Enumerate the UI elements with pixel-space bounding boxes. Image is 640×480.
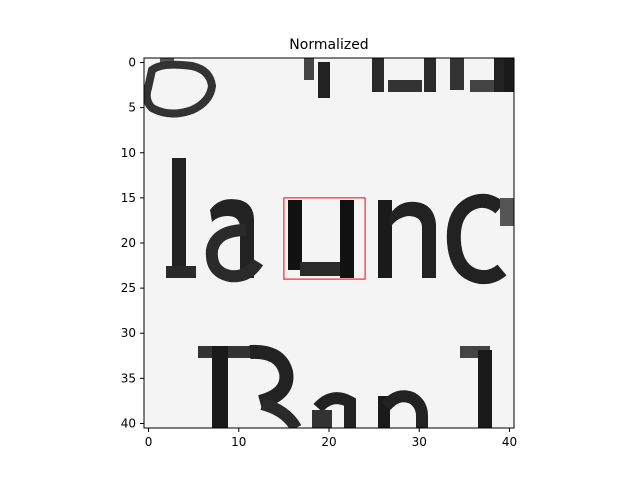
y-tick-label: 0 xyxy=(128,56,136,70)
y-tick-label: 30 xyxy=(121,326,136,340)
y-tick-label: 25 xyxy=(121,281,136,295)
y-tick-label: 15 xyxy=(121,191,136,205)
y-axis-ticks: 0 5 10 15 20 25 30 35 40 xyxy=(121,56,144,430)
y-tick-label: 40 xyxy=(121,416,136,430)
x-tick-label: 30 xyxy=(412,435,427,449)
x-tick-label: 20 xyxy=(321,435,336,449)
y-tick-label: 35 xyxy=(121,371,136,385)
y-tick-label: 20 xyxy=(121,236,136,250)
plot-area xyxy=(144,58,514,428)
x-tick-label: 0 xyxy=(145,435,153,449)
top-text-strokes xyxy=(144,58,514,118)
bottom-text-strokes xyxy=(198,344,492,428)
highlight-box xyxy=(283,197,366,280)
middle-text-strokes xyxy=(166,158,514,285)
chart-title: Normalized xyxy=(289,37,368,53)
x-tick-label: 40 xyxy=(502,435,517,449)
y-tick-label: 10 xyxy=(121,146,136,160)
x-axis-ticks: 0 10 20 30 40 xyxy=(145,428,517,449)
y-tick-label: 5 xyxy=(128,101,136,115)
x-tick-label: 10 xyxy=(231,435,246,449)
